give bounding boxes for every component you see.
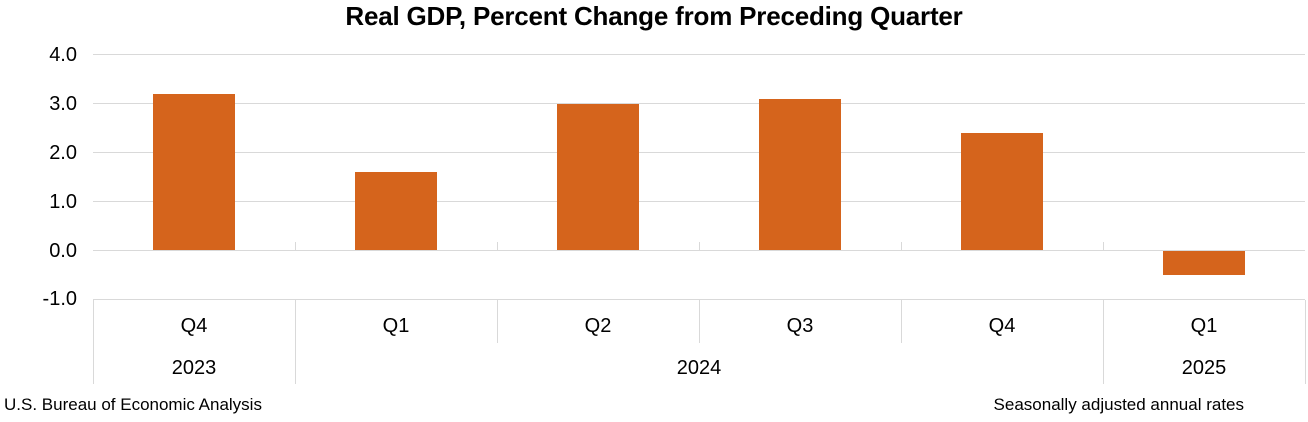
x-axis-quarter-label: Q4 (180, 315, 208, 337)
x-axis-quarter-label: Q1 (1190, 315, 1218, 337)
x-axis-quarter-label: Q1 (382, 315, 410, 337)
gridline-0.0 (93, 250, 1305, 251)
gridline-4.0 (93, 54, 1305, 56)
bar-q3-2024 (759, 98, 841, 251)
year-separator (92, 300, 94, 384)
bar-q1-2025 (1163, 250, 1245, 275)
bar-q2-2024 (557, 103, 639, 251)
x-axis-quarter-label: Q3 (786, 315, 814, 337)
y-axis-label-2.0: 2.0 (49, 141, 77, 164)
source-attribution: U.S. Bureau of Economic Analysis (4, 395, 262, 414)
quarter-separator (496, 300, 498, 343)
gridline-3.0 (93, 103, 1305, 105)
y-axis-label-3.0: 3.0 (49, 92, 77, 115)
axis-note: Seasonally adjusted annual rates (993, 395, 1244, 414)
quarter-separator (698, 300, 700, 343)
x-axis-quarter-label: Q2 (584, 315, 612, 337)
year-label-2024: 2024 (676, 357, 722, 379)
gridline--1.0 (93, 298, 1305, 300)
zero-axis-tick (1102, 242, 1104, 250)
zero-axis-tick (496, 242, 498, 250)
year-separator (1102, 300, 1104, 384)
y-axis-label-0.0: 0.0 (49, 239, 77, 262)
chart-title: Real GDP, Percent Change from Preceding … (345, 1, 963, 31)
gridline-2.0 (93, 152, 1305, 154)
bar-q4-2023 (153, 94, 235, 251)
year-separator (1304, 300, 1306, 384)
zero-axis-tick (698, 242, 700, 250)
zero-axis-tick (294, 242, 296, 250)
zero-axis-tick (900, 242, 902, 250)
y-axis-label-4.0: 4.0 (49, 43, 77, 66)
bar-q4-2024 (961, 133, 1043, 251)
quarter-separator (900, 300, 902, 343)
bar-q1-2024 (355, 172, 437, 251)
y-axis-label--1.0: -1.0 (42, 288, 77, 311)
y-axis-label-1.0: 1.0 (49, 190, 77, 213)
year-label-2023: 2023 (171, 357, 217, 379)
year-label-2025: 2025 (1181, 357, 1227, 379)
gridline-1.0 (93, 201, 1305, 203)
x-axis-quarter-label: Q4 (988, 315, 1016, 337)
year-separator (294, 300, 296, 384)
